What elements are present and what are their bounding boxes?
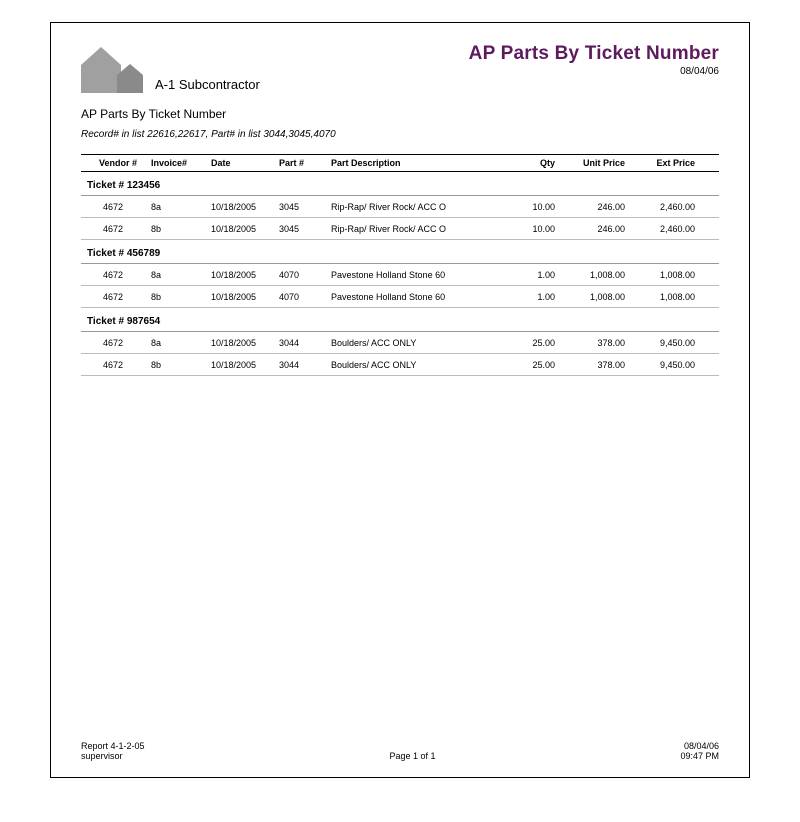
table-row: 46728b10/18/20053045Rip-Rap/ River Rock/… [81,218,719,240]
cell-vendor: 4672 [81,202,151,212]
cell-desc: Pavestone Holland Stone 60 [331,292,511,302]
cell-unit: 246.00 [561,224,631,234]
cell-invoice: 8b [151,360,211,370]
cell-invoice: 8a [151,270,211,280]
cell-ext: 9,450.00 [631,360,701,370]
cell-unit: 1,008.00 [561,270,631,280]
footer-right: 08/04/06 09:47 PM [680,741,719,761]
cell-invoice: 8b [151,224,211,234]
cell-ext: 1,008.00 [631,270,701,280]
report-id: Report 4-1-2-05 [81,741,145,751]
cell-desc: Boulders/ ACC ONLY [331,338,511,348]
cell-invoice: 8a [151,202,211,212]
cell-unit: 378.00 [561,338,631,348]
cell-date: 10/18/2005 [211,224,279,234]
cell-qty: 1.00 [511,270,561,280]
cell-ext: 1,008.00 [631,292,701,302]
cell-qty: 10.00 [511,224,561,234]
table-row: 46728a10/18/20054070Pavestone Holland St… [81,264,719,286]
logo-block: A-1 Subcontractor [81,43,260,93]
report-user: supervisor [81,751,145,761]
cell-vendor: 4672 [81,338,151,348]
cell-desc: Rip-Rap/ River Rock/ ACC O [331,224,511,234]
cell-ext: 2,460.00 [631,202,701,212]
col-description: Part Description [331,158,511,168]
cell-unit: 378.00 [561,360,631,370]
footer-time: 09:47 PM [680,751,719,761]
cell-date: 10/18/2005 [211,202,279,212]
report-date: 08/04/06 [469,66,719,77]
col-vendor: Vendor # [81,158,151,168]
col-part: Part # [279,158,331,168]
cell-qty: 10.00 [511,202,561,212]
filter-line: Record# in list 22616,22617, Part# in li… [81,129,719,140]
cell-qty: 25.00 [511,338,561,348]
cell-ext: 9,450.00 [631,338,701,348]
ticket-group-header: Ticket # 123456 [81,172,719,196]
report-page: A-1 Subcontractor AP Parts By Ticket Num… [50,22,750,778]
col-date: Date [211,158,279,168]
table-row: 46728b10/18/20054070Pavestone Holland St… [81,286,719,308]
cell-vendor: 4672 [81,292,151,302]
col-ext: Ext Price [631,158,701,168]
cell-qty: 1.00 [511,292,561,302]
cell-desc: Rip-Rap/ River Rock/ ACC O [331,202,511,212]
col-qty: Qty [511,158,561,168]
report-header: A-1 Subcontractor AP Parts By Ticket Num… [81,43,719,93]
title-block: AP Parts By Ticket Number 08/04/06 [469,43,719,77]
ticket-group-header: Ticket # 456789 [81,240,719,264]
cell-part: 3045 [279,224,331,234]
col-unit: Unit Price [561,158,631,168]
table-row: 46728a10/18/20053045Rip-Rap/ River Rock/… [81,196,719,218]
cell-vendor: 4672 [81,270,151,280]
cell-invoice: 8b [151,292,211,302]
cell-part: 4070 [279,292,331,302]
report-subtitle: AP Parts By Ticket Number [81,107,719,121]
cell-unit: 246.00 [561,202,631,212]
footer-left: Report 4-1-2-05 supervisor [81,741,145,761]
cell-desc: Pavestone Holland Stone 60 [331,270,511,280]
report-footer: Report 4-1-2-05 supervisor Page 1 of 1 0… [81,741,719,761]
table-row: 46728b10/18/20053044Boulders/ ACC ONLY25… [81,354,719,376]
house-logo-icon [81,43,151,93]
cell-qty: 25.00 [511,360,561,370]
footer-page: Page 1 of 1 [145,751,681,761]
cell-part: 3044 [279,338,331,348]
cell-date: 10/18/2005 [211,338,279,348]
cell-date: 10/18/2005 [211,292,279,302]
cell-vendor: 4672 [81,360,151,370]
cell-desc: Boulders/ ACC ONLY [331,360,511,370]
cell-part: 3044 [279,360,331,370]
company-name: A-1 Subcontractor [155,77,260,93]
report-title: AP Parts By Ticket Number [469,43,719,65]
cell-part: 4070 [279,270,331,280]
cell-part: 3045 [279,202,331,212]
footer-date: 08/04/06 [680,741,719,751]
cell-date: 10/18/2005 [211,270,279,280]
cell-unit: 1,008.00 [561,292,631,302]
parts-table: Vendor # Invoice# Date Part # Part Descr… [81,154,719,376]
cell-vendor: 4672 [81,224,151,234]
cell-date: 10/18/2005 [211,360,279,370]
cell-ext: 2,460.00 [631,224,701,234]
table-header-row: Vendor # Invoice# Date Part # Part Descr… [81,154,719,172]
col-invoice: Invoice# [151,158,211,168]
cell-invoice: 8a [151,338,211,348]
table-body: Ticket # 12345646728a10/18/20053045Rip-R… [81,172,719,376]
table-row: 46728a10/18/20053044Boulders/ ACC ONLY25… [81,332,719,354]
ticket-group-header: Ticket # 987654 [81,308,719,332]
